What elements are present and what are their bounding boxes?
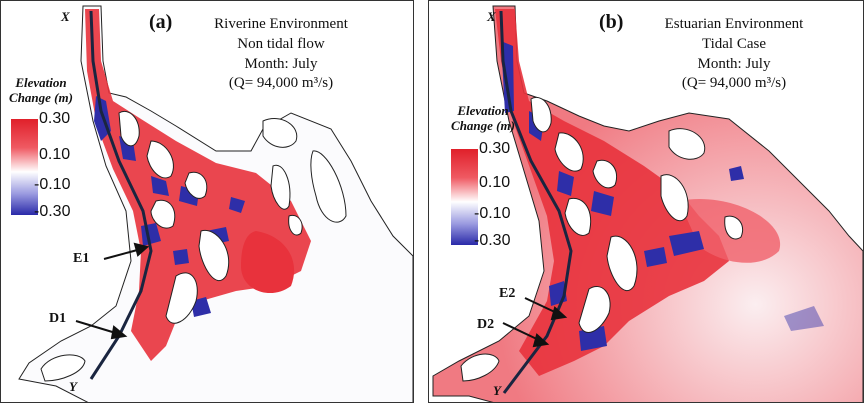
colorbar bbox=[11, 119, 38, 215]
environment-title: Riverine Environment bbox=[214, 16, 348, 32]
point-arrows bbox=[75, 242, 150, 340]
panel-label: (a) bbox=[149, 11, 173, 33]
point-d2: D2 bbox=[477, 317, 495, 332]
point-e2: E2 bbox=[499, 286, 516, 301]
flow-title: Non tidal flow bbox=[237, 36, 325, 52]
transect-line bbox=[89, 10, 153, 380]
map-riverine bbox=[18, 5, 413, 402]
tick-mid-low: -0.10 bbox=[474, 205, 511, 222]
tick-max: 0.30 bbox=[479, 140, 511, 157]
map-estuarine bbox=[432, 5, 863, 402]
panel-b: (b) Estuarian Environment Tidal Case Mon… bbox=[428, 0, 864, 403]
legend-title-line2: Change (m) bbox=[9, 90, 73, 105]
tick-min: -0.30 bbox=[34, 203, 71, 220]
tick-max: 0.30 bbox=[39, 110, 71, 127]
islands bbox=[40, 111, 347, 382]
legend-title-line1: Elevation bbox=[15, 75, 67, 90]
islands bbox=[460, 97, 743, 382]
tick-mid-high: 0.10 bbox=[479, 174, 511, 191]
point-arrows bbox=[502, 297, 568, 348]
point-d1: D1 bbox=[49, 311, 67, 326]
flow-title: Tidal Case bbox=[701, 36, 767, 52]
end-label: Y bbox=[493, 383, 501, 398]
end-label: Y bbox=[69, 379, 77, 394]
tick-mid-low: -0.10 bbox=[34, 176, 71, 193]
channel-deposition bbox=[495, 9, 729, 376]
panel-label: (b) bbox=[599, 11, 624, 33]
environment-title: Estuarian Environment bbox=[664, 16, 804, 32]
point-e1: E1 bbox=[73, 251, 90, 266]
month-title: Month: July bbox=[244, 56, 318, 72]
tick-mid-high: 0.10 bbox=[39, 146, 71, 163]
discharge-title: (Q= 94,000 m³/s) bbox=[228, 75, 334, 91]
transect-line bbox=[499, 10, 573, 394]
legend-title-line1: Elevation bbox=[457, 103, 509, 118]
legend-title-line2: Change (m) bbox=[451, 118, 515, 133]
colorbar bbox=[451, 149, 478, 245]
month-title: Month: July bbox=[697, 56, 771, 72]
start-label: X bbox=[487, 9, 496, 24]
tick-min: -0.30 bbox=[474, 232, 511, 249]
panel-a: (a) Riverine Environment Non tidal flow … bbox=[0, 0, 414, 403]
start-label: X bbox=[61, 9, 70, 24]
discharge-title: (Q= 94,000 m³/s) bbox=[681, 75, 787, 91]
